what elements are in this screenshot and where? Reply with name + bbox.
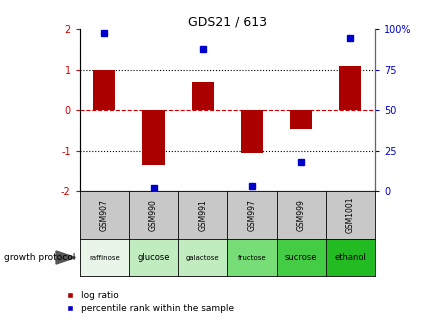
Text: GSM997: GSM997 — [247, 199, 256, 231]
Text: GSM991: GSM991 — [198, 199, 207, 231]
Bar — [289, 111, 311, 129]
Text: galactose: galactose — [185, 254, 219, 261]
Bar — [240, 111, 262, 153]
Bar — [93, 70, 115, 111]
Bar — [142, 111, 164, 165]
Legend: log ratio, percentile rank within the sample: log ratio, percentile rank within the sa… — [62, 287, 237, 317]
Text: raffinose: raffinose — [89, 254, 120, 261]
Text: GSM907: GSM907 — [100, 199, 109, 231]
Text: growth protocol: growth protocol — [4, 253, 76, 262]
Bar — [191, 82, 213, 111]
Text: ethanol: ethanol — [334, 253, 366, 262]
Bar — [338, 66, 361, 111]
Polygon shape — [56, 251, 75, 264]
Text: GSM990: GSM990 — [149, 199, 158, 231]
Title: GDS21 / 613: GDS21 / 613 — [187, 15, 266, 28]
Text: fructose: fructose — [237, 254, 266, 261]
Text: GSM999: GSM999 — [296, 199, 305, 231]
Text: glucose: glucose — [137, 253, 169, 262]
Text: sucrose: sucrose — [284, 253, 316, 262]
Text: GSM1001: GSM1001 — [345, 197, 354, 233]
